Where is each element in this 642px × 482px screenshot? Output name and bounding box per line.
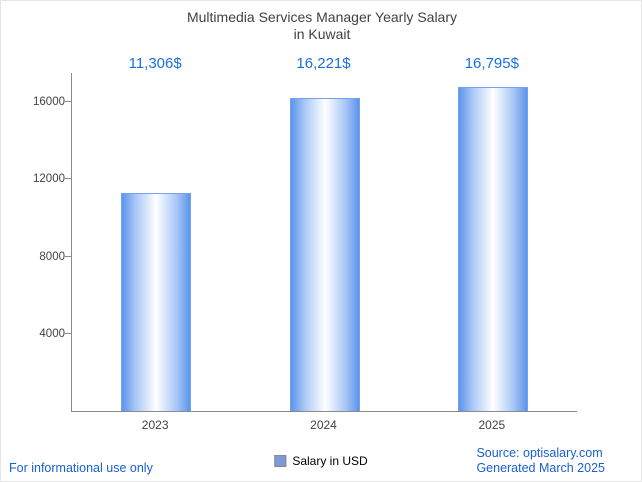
source-link[interactable]: Source: optisalary.com: [476, 446, 603, 460]
footer-source-block: Source: optisalary.com Generated March 2…: [476, 446, 605, 476]
y-tick-mark: [65, 332, 71, 334]
y-tick-label: 12000: [33, 173, 65, 186]
plot-area: [65, 73, 577, 412]
bar-2023: [121, 193, 192, 411]
y-tick-label: 8000: [39, 250, 65, 263]
y-tick-mark: [65, 255, 71, 257]
legend-label: Salary in USD: [292, 454, 368, 468]
chart-title: Multimedia Services Manager Yearly Salar…: [1, 9, 641, 43]
x-tick-label: 2023: [141, 418, 169, 432]
y-axis-labels: 4000 8000 12000 16000: [1, 73, 65, 411]
y-tick-mark: [65, 100, 71, 102]
x-tick-label: 2024: [310, 418, 337, 432]
chart-title-line2: in Kuwait: [293, 26, 351, 42]
bar-value-label: 16,221$: [296, 55, 351, 72]
bar-2025: [457, 87, 528, 411]
bar-value-label: 16,795$: [464, 55, 519, 72]
bar-value-label: 11,306$: [128, 55, 182, 72]
legend-item-salary[interactable]: Salary in USD: [274, 454, 368, 468]
legend-swatch-icon: [274, 455, 287, 467]
y-tick-label: 4000: [39, 327, 65, 340]
bar-value-labels: 11,306$ 16,221$ 16,795$: [71, 55, 576, 75]
x-axis-labels: 2023 2024 2025: [71, 418, 576, 434]
disclaimer-text: For informational use only: [9, 461, 153, 475]
y-tick-label: 16000: [33, 95, 65, 108]
x-tick-label: 2025: [478, 418, 506, 432]
bar-2024: [289, 98, 360, 411]
chart-title-line1: Multimedia Services Manager Yearly Salar…: [186, 9, 457, 25]
generated-text: Generated March 2025: [476, 461, 605, 475]
y-tick-mark: [65, 178, 71, 180]
